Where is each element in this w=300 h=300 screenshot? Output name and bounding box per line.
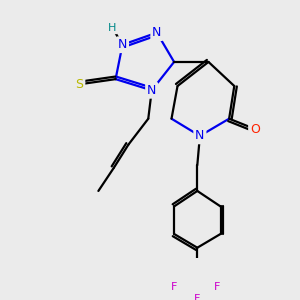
Text: H: H bbox=[108, 22, 116, 32]
Text: N: N bbox=[195, 129, 205, 142]
Text: O: O bbox=[250, 122, 260, 136]
Text: N: N bbox=[118, 38, 127, 51]
Text: N: N bbox=[152, 26, 162, 39]
Text: F: F bbox=[214, 282, 220, 292]
Text: S: S bbox=[76, 78, 83, 91]
Text: F: F bbox=[194, 294, 200, 300]
Text: N: N bbox=[147, 84, 156, 97]
Text: F: F bbox=[171, 282, 177, 292]
